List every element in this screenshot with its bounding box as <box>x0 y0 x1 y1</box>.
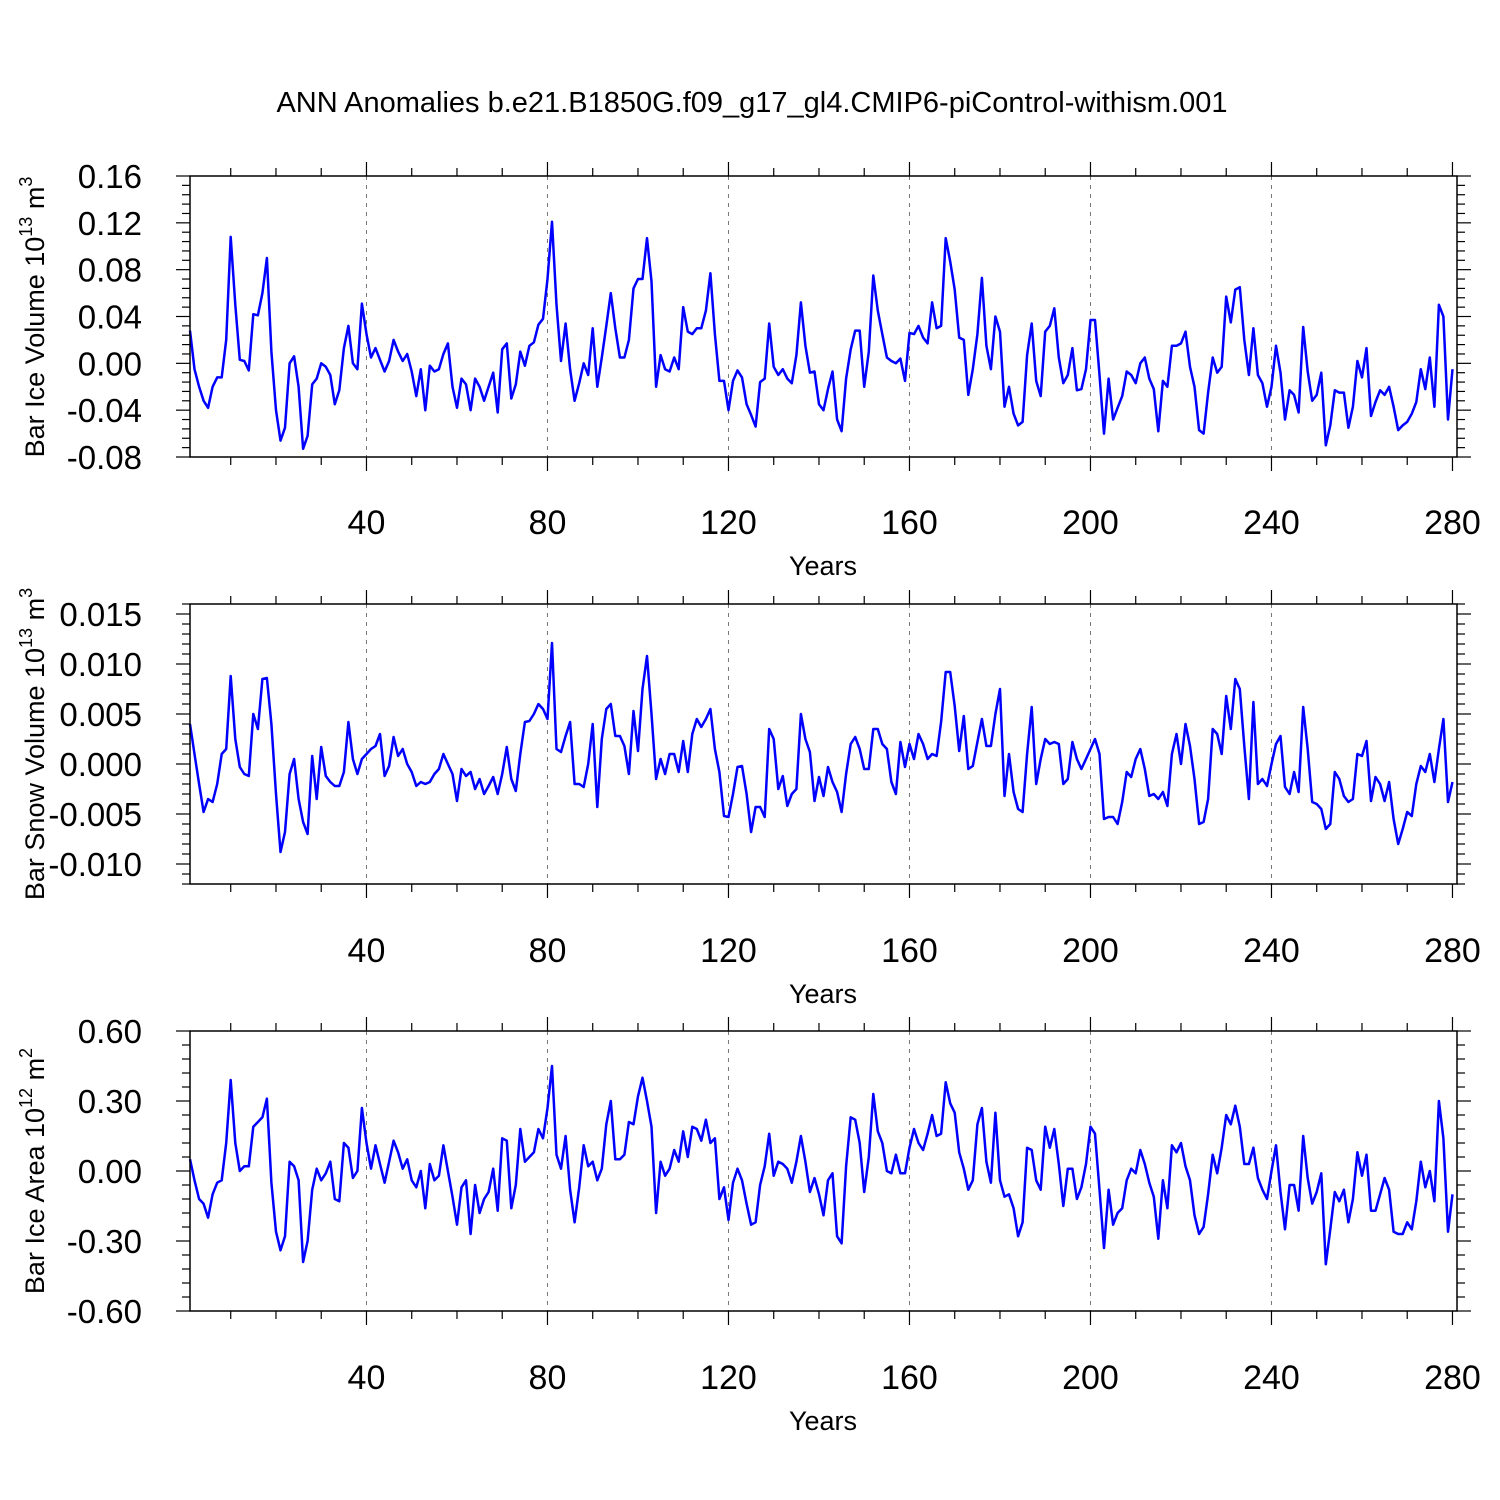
x-tick-label: 80 <box>529 932 567 970</box>
y-tick-label: 0.08 <box>78 252 142 289</box>
y-tick-label: 0.30 <box>78 1083 142 1120</box>
y-tick-label: 0.010 <box>59 646 142 683</box>
x-axis-title: Years <box>789 1406 857 1436</box>
y-tick-label: -0.30 <box>67 1223 142 1260</box>
y-tick-label: 0.16 <box>78 158 142 195</box>
y-axis-title: Bar Ice Volume 1013 m3 <box>16 177 50 458</box>
x-tick-label: 160 <box>881 1359 938 1397</box>
y-tick-label: 0.005 <box>59 696 142 733</box>
x-tick-label: 80 <box>529 1359 567 1397</box>
plot-frame <box>189 1030 1458 1312</box>
y-tick-label: -0.04 <box>67 392 142 429</box>
y-tick-label: -0.08 <box>67 439 142 476</box>
y-axis-title: Bar Snow Volume 1013 m3 <box>16 588 50 900</box>
series-line <box>188 1064 1454 1266</box>
x-tick-label: 280 <box>1424 504 1481 542</box>
y-tick-label: 0.015 <box>59 596 142 633</box>
panel-ice-area: 40 80 120 160 200 240 280 Years -0.60 -0.30 0.00 0.… <box>16 1013 1481 1436</box>
x-tick-label: 280 <box>1424 1359 1481 1397</box>
x-axis-title: Years <box>789 551 857 581</box>
x-tick-label: 80 <box>529 504 567 542</box>
x-tick-label: 280 <box>1424 932 1481 970</box>
x-tick-label: 120 <box>700 504 757 542</box>
x-tick-label: 120 <box>700 932 757 970</box>
x-tick-label: 40 <box>348 504 386 542</box>
figure-title: ANN Anomalies b.e21.B1850G.f09_g17_gl4.C… <box>276 87 1227 119</box>
y-tick-label: 0.00 <box>78 345 142 382</box>
x-tick-label: 240 <box>1243 932 1300 970</box>
y-tick-label: -0.60 <box>67 1293 142 1330</box>
x-tick-label: 160 <box>881 932 938 970</box>
panel-snow-volume: 40 80 120 160 200 240 280 Years -0.010 -0.005 0.00… <box>16 588 1481 1009</box>
x-tick-label: 120 <box>700 1359 757 1397</box>
x-tick-label: 160 <box>881 504 938 542</box>
x-axis-title: Years <box>789 979 857 1009</box>
series-line <box>188 641 1454 854</box>
panel-ice-volume: 40 80 120 160 200 240 280 Years -0.08 -0.04 0.00 0.… <box>16 158 1481 581</box>
y-axis-title: Bar Ice Area 1012 m2 <box>16 1048 50 1294</box>
y-tick-label: 0.04 <box>78 299 142 336</box>
series-line <box>188 220 1454 451</box>
y-tick-label: -0.005 <box>48 796 142 833</box>
x-tick-label: 200 <box>1062 932 1119 970</box>
y-tick-label: 0.00 <box>78 1153 142 1190</box>
plot-frame <box>189 175 1458 458</box>
x-tick-label: 40 <box>348 1359 386 1397</box>
x-tick-label: 200 <box>1062 504 1119 542</box>
y-tick-label: -0.010 <box>48 846 142 883</box>
y-tick-label: 0.12 <box>78 205 142 242</box>
x-tick-label: 240 <box>1243 1359 1300 1397</box>
x-tick-label: 200 <box>1062 1359 1119 1397</box>
y-tick-label: 0.000 <box>59 746 142 783</box>
x-tick-label: 40 <box>348 932 386 970</box>
y-tick-label: 0.60 <box>78 1013 142 1050</box>
x-tick-label: 240 <box>1243 504 1300 542</box>
